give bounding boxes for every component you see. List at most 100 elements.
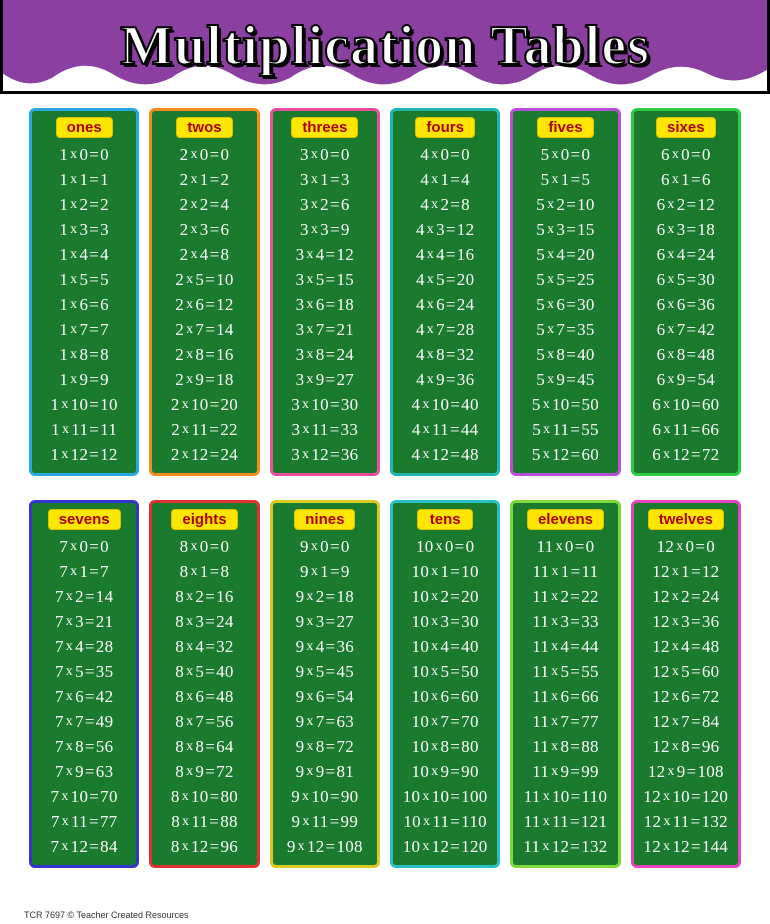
table-rows: 1x0=01x1=11x2=21x3=31x4=41x5=51x6=61x7=7… <box>32 142 136 467</box>
equation-row: 10x6=60 <box>412 684 479 709</box>
table-card-1: ones1x0=01x1=11x2=21x3=31x4=41x5=51x6=61… <box>29 108 139 476</box>
equation-row: 5x12=60 <box>532 442 599 467</box>
equation-row: 11x9=99 <box>532 759 599 784</box>
table-rows: 5x0=05x1=55x2=105x3=155x4=205x5=255x6=30… <box>513 142 617 467</box>
equation-row: 11x8=88 <box>532 734 599 759</box>
table-rows: 3x0=03x1=33x2=63x3=93x4=123x5=153x6=183x… <box>273 142 377 467</box>
equation-row: 1x8=8 <box>59 342 109 367</box>
equation-row: 8x11=88 <box>171 809 238 834</box>
equation-row: 3x1=3 <box>300 167 350 192</box>
equation-row: 10x11=110 <box>403 809 487 834</box>
equation-row: 8x2=16 <box>175 584 233 609</box>
equation-row: 2x10=20 <box>171 392 238 417</box>
table-label: tens <box>417 509 473 530</box>
equation-row: 7x10=70 <box>51 784 118 809</box>
equation-row: 3x3=9 <box>300 217 350 242</box>
equation-row: 6x2=12 <box>657 192 715 217</box>
equation-row: 9x2=18 <box>296 584 354 609</box>
equation-row: 10x4=40 <box>412 634 479 659</box>
equation-row: 1x10=10 <box>51 392 118 417</box>
table-label: nines <box>294 509 355 530</box>
equation-row: 2x7=14 <box>175 317 233 342</box>
equation-row: 11x12=132 <box>523 834 607 859</box>
equation-row: 11x6=66 <box>532 684 599 709</box>
equation-row: 5x1=5 <box>541 167 591 192</box>
equation-row: 7x1=7 <box>59 559 109 584</box>
table-label: elevens <box>527 509 604 530</box>
equation-row: 4x4=16 <box>416 242 474 267</box>
equation-row: 4x11=44 <box>412 417 479 442</box>
equation-row: 6x8=48 <box>657 342 715 367</box>
equation-row: 6x10=60 <box>652 392 719 417</box>
equation-row: 3x0=0 <box>300 142 350 167</box>
equation-row: 12x2=24 <box>652 584 719 609</box>
equation-row: 6x5=30 <box>657 267 715 292</box>
title-banner: Multiplication Tables <box>0 0 770 94</box>
equation-row: 12x6=72 <box>652 684 719 709</box>
equation-row: 10x12=120 <box>403 834 488 859</box>
equation-row: 5x11=55 <box>532 417 599 442</box>
equation-row: 10x8=80 <box>412 734 479 759</box>
equation-row: 5x4=20 <box>536 242 594 267</box>
equation-row: 7x5=35 <box>55 659 113 684</box>
equation-row: 2x11=22 <box>171 417 238 442</box>
equation-row: 4x2=8 <box>420 192 470 217</box>
equation-row: 4x6=24 <box>416 292 474 317</box>
equation-row: 12x9=108 <box>648 759 724 784</box>
equation-row: 4x0=0 <box>420 142 470 167</box>
equation-row: 2x5=10 <box>175 267 233 292</box>
equation-row: 2x2=4 <box>180 192 230 217</box>
equation-row: 2x12=24 <box>171 442 238 467</box>
table-label: eights <box>171 509 237 530</box>
equation-row: 1x9=9 <box>59 367 109 392</box>
equation-row: 8x8=64 <box>175 734 233 759</box>
table-label: twelves <box>648 509 724 530</box>
table-rows: 2x0=02x1=22x2=42x3=62x4=82x5=102x6=122x7… <box>152 142 256 467</box>
table-rows: 6x0=06x1=66x2=126x3=186x4=246x5=306x6=36… <box>634 142 738 467</box>
equation-row: 6x4=24 <box>657 242 715 267</box>
equation-row: 11x0=0 <box>537 534 595 559</box>
equation-row: 12x0=0 <box>657 534 715 559</box>
equation-row: 11x1=11 <box>533 559 599 584</box>
equation-row: 6x0=0 <box>661 142 711 167</box>
table-card-11: elevens11x0=011x1=1111x2=2211x3=3311x4=4… <box>510 500 620 868</box>
equation-row: 11x4=44 <box>532 634 599 659</box>
equation-row: 8x9=72 <box>175 759 233 784</box>
equation-row: 10x3=30 <box>412 609 479 634</box>
equation-row: 5x6=30 <box>536 292 594 317</box>
table-card-7: sevens7x0=07x1=77x2=147x3=217x4=287x5=35… <box>29 500 139 868</box>
equation-row: 8x6=48 <box>175 684 233 709</box>
equation-row: 3x11=33 <box>292 417 359 442</box>
equation-row: 7x8=56 <box>55 734 113 759</box>
equation-row: 1x0=0 <box>59 142 109 167</box>
equation-row: 12x1=12 <box>652 559 719 584</box>
equation-row: 12x12=144 <box>643 834 728 859</box>
equation-row: 9x5=45 <box>296 659 354 684</box>
equation-row: 9x4=36 <box>296 634 354 659</box>
equation-row: 9x6=54 <box>296 684 354 709</box>
equation-row: 5x8=40 <box>536 342 594 367</box>
equation-row: 3x8=24 <box>296 342 354 367</box>
table-card-4: fours4x0=04x1=44x2=84x3=124x4=164x5=204x… <box>390 108 500 476</box>
equation-row: 4x7=28 <box>416 317 474 342</box>
equation-row: 4x9=36 <box>416 367 474 392</box>
equation-row: 7x2=14 <box>55 584 113 609</box>
equation-row: 3x10=30 <box>291 392 358 417</box>
equation-row: 8x1=8 <box>180 559 230 584</box>
equation-row: 8x4=32 <box>175 634 233 659</box>
equation-row: 2x8=16 <box>175 342 233 367</box>
equation-row: 3x7=21 <box>296 317 354 342</box>
equation-row: 11x3=33 <box>532 609 599 634</box>
equation-row: 3x4=12 <box>296 242 354 267</box>
equation-row: 12x8=96 <box>652 734 719 759</box>
equation-row: 8x5=40 <box>175 659 233 684</box>
tables-sheet: ones1x0=01x1=11x2=21x3=31x4=41x5=51x6=61… <box>19 94 751 878</box>
equation-row: 12x10=120 <box>643 784 728 809</box>
equation-row: 5x9=45 <box>536 367 594 392</box>
equation-row: 8x3=24 <box>175 609 233 634</box>
table-rows: 8x0=08x1=88x2=168x3=248x4=328x5=408x6=48… <box>152 534 256 859</box>
equation-row: 1x4=4 <box>59 242 109 267</box>
table-label: twos <box>176 117 232 138</box>
equation-row: 5x10=50 <box>532 392 599 417</box>
equation-row: 11x5=55 <box>532 659 599 684</box>
